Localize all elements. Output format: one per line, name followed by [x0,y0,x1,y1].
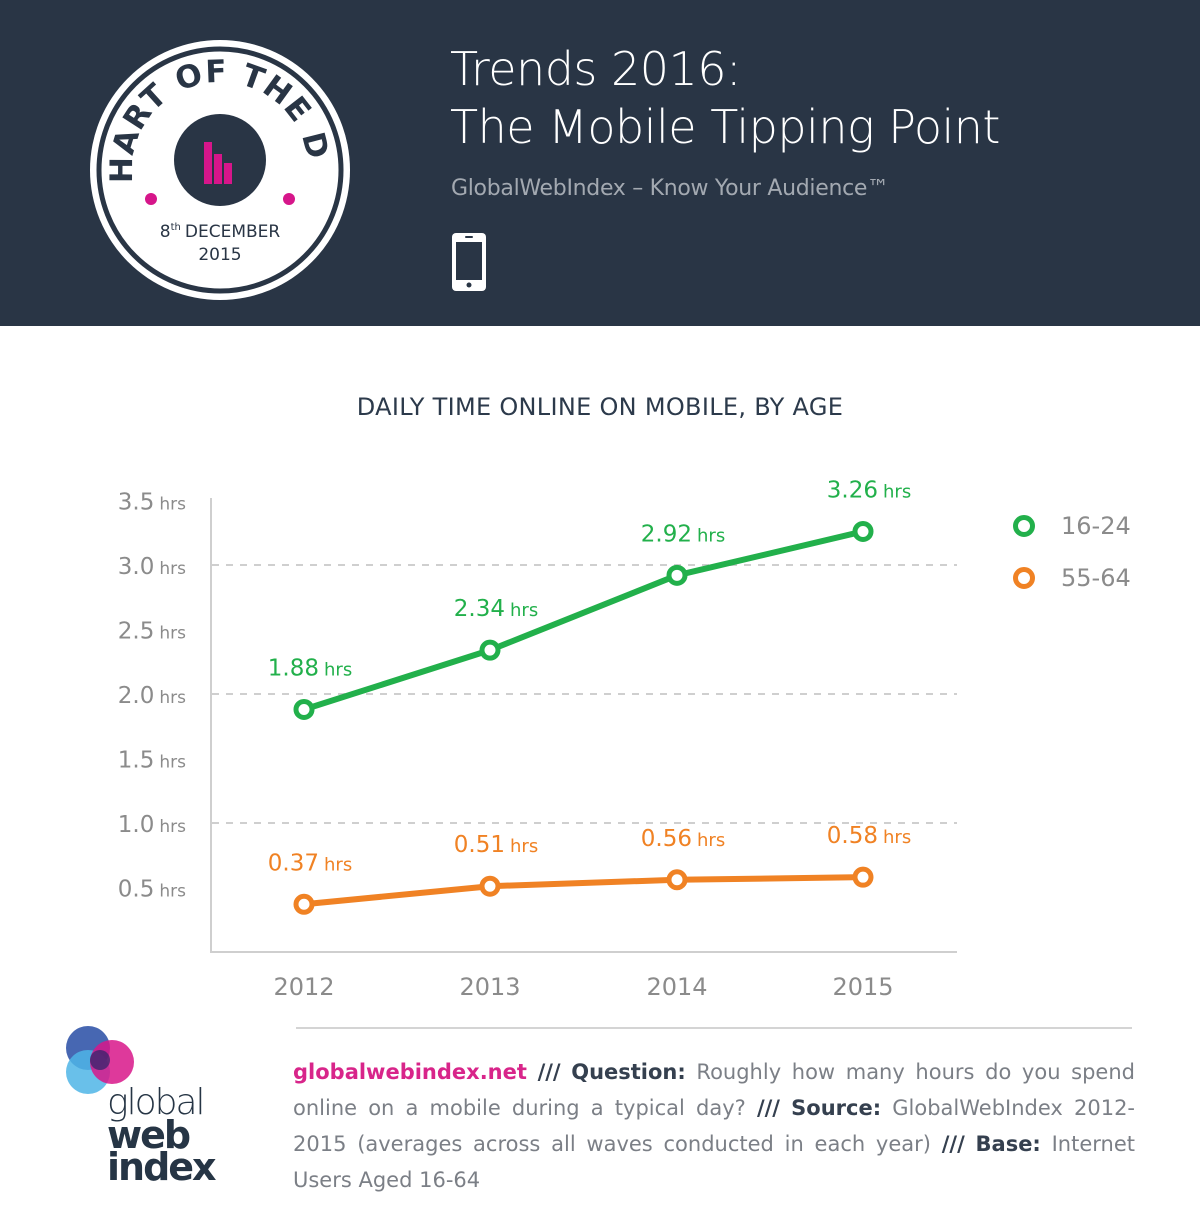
badge-month: DECEMBER [185,222,281,242]
line-chart: 3.5 hrs 3.0 hrs 2.5 hrs 2.0 hrs 1.5 hrs 1.0 hrs 0.5 h… [118,477,957,1001]
data-label: 0.56 hrs [641,826,725,852]
legend-item-16-24: 16-24 [1010,500,1131,552]
chart-series: 1.88 hrs 2.34 hrs 2.92 hrs 3.26 hrs 0.37 hrs 0.51 h… [268,477,911,915]
badge-day-suffix: th [171,222,181,233]
smartphone-icon [452,233,486,291]
data-label: 0.58 hrs [827,823,911,849]
x-tick-label: 2015 [832,973,893,1001]
chart-legend: 16-24 55-64 [1010,500,1131,604]
base-text: Internet Users Aged 16-64 [293,1132,1135,1192]
data-point-marker [479,875,501,897]
x-axis-ticks: 2012 2013 2014 2015 [273,973,893,1001]
logo-wordmark: global web index [107,1082,217,1189]
data-label: 0.37 hrs [268,850,352,876]
source-label: Source: [791,1096,882,1120]
series-line [303,528,864,713]
data-label: 2.34 hrs [454,596,538,622]
series-line [303,874,864,908]
page-subtitle: GlobalWebIndex – Know Your Audience™ [451,176,889,201]
legend-marker-icon [1013,567,1035,589]
badge-dot-right [283,193,295,205]
y-tick-label: 0.5 hrs [118,877,186,903]
base-label: Base: [975,1132,1041,1156]
badge-dot-left [145,193,157,205]
separator: /// [537,1060,561,1084]
x-tick-label: 2012 [273,973,334,1001]
legend-marker-icon [1013,515,1035,537]
x-tick-label: 2014 [646,973,707,1001]
data-label: 3.26 hrs [827,477,911,503]
badge-day: 8 [160,222,171,242]
y-tick-label: 1.5 hrs [118,748,186,774]
y-tick-label: 2.5 hrs [118,619,186,645]
data-label: 2.92 hrs [641,521,725,547]
legend-label: 16-24 [1061,512,1131,540]
chart-title: DAILY TIME ONLINE ON MOBILE, BY AGE [356,393,844,421]
y-axis-ticks: 3.5 hrs 3.0 hrs 2.5 hrs 2.0 hrs 1.5 hrs 1.0 hrs 0.5 h… [118,490,186,903]
y-tick-label: 3.0 hrs [118,554,186,580]
data-point-marker [666,564,688,586]
series-16-24: 1.88 hrs 2.34 hrs 2.92 hrs 3.26 hrs [268,477,911,720]
y-tick-label: 1.0 hrs [118,812,186,838]
y-tick-label: 3.5 hrs [118,490,186,516]
data-label: 0.51 hrs [454,832,538,858]
website-link[interactable]: globalwebindex.net [293,1060,527,1084]
footer-divider [296,1027,1132,1029]
logo-line-index: index [107,1145,217,1189]
title-line-1: Trends 2016: [450,42,742,96]
page-title: Trends 2016: The Mobile Tipping Point [450,40,1000,156]
data-point-marker [852,520,874,542]
globalwebindex-logo-icon [66,1026,134,1094]
badge-year: 2015 [198,245,241,265]
chart-gridlines [212,564,957,824]
legend-item-55-64: 55-64 [1010,552,1131,604]
data-point-marker [479,639,501,661]
chart-footnote: globalwebindex.net /// Question: Roughly… [293,1054,1135,1198]
logo-line-web: web [107,1113,191,1157]
question-label: Question: [571,1060,686,1084]
data-point-marker [852,866,874,888]
x-tick-label: 2013 [459,973,520,1001]
legend-label: 55-64 [1061,564,1131,592]
separator: /// [941,1132,965,1156]
logo-line-global: global [107,1082,206,1123]
source-text: GlobalWebIndex 2012-2015 (averages acros… [293,1096,1136,1156]
question-text: Roughly how many hours do you spend onli… [293,1060,1135,1120]
data-point-marker [293,698,315,720]
data-point-marker [293,893,315,915]
series-55-64: 0.37 hrs 0.51 hrs 0.56 hrs 0.58 hrs [268,823,911,915]
data-point-marker [666,869,688,891]
data-label: 1.88 hrs [268,655,352,681]
bar-chart-icon [204,142,232,184]
title-line-2: The Mobile Tipping Point [450,100,1000,154]
separator: /// [756,1096,780,1120]
y-tick-label: 2.0 hrs [118,683,186,709]
